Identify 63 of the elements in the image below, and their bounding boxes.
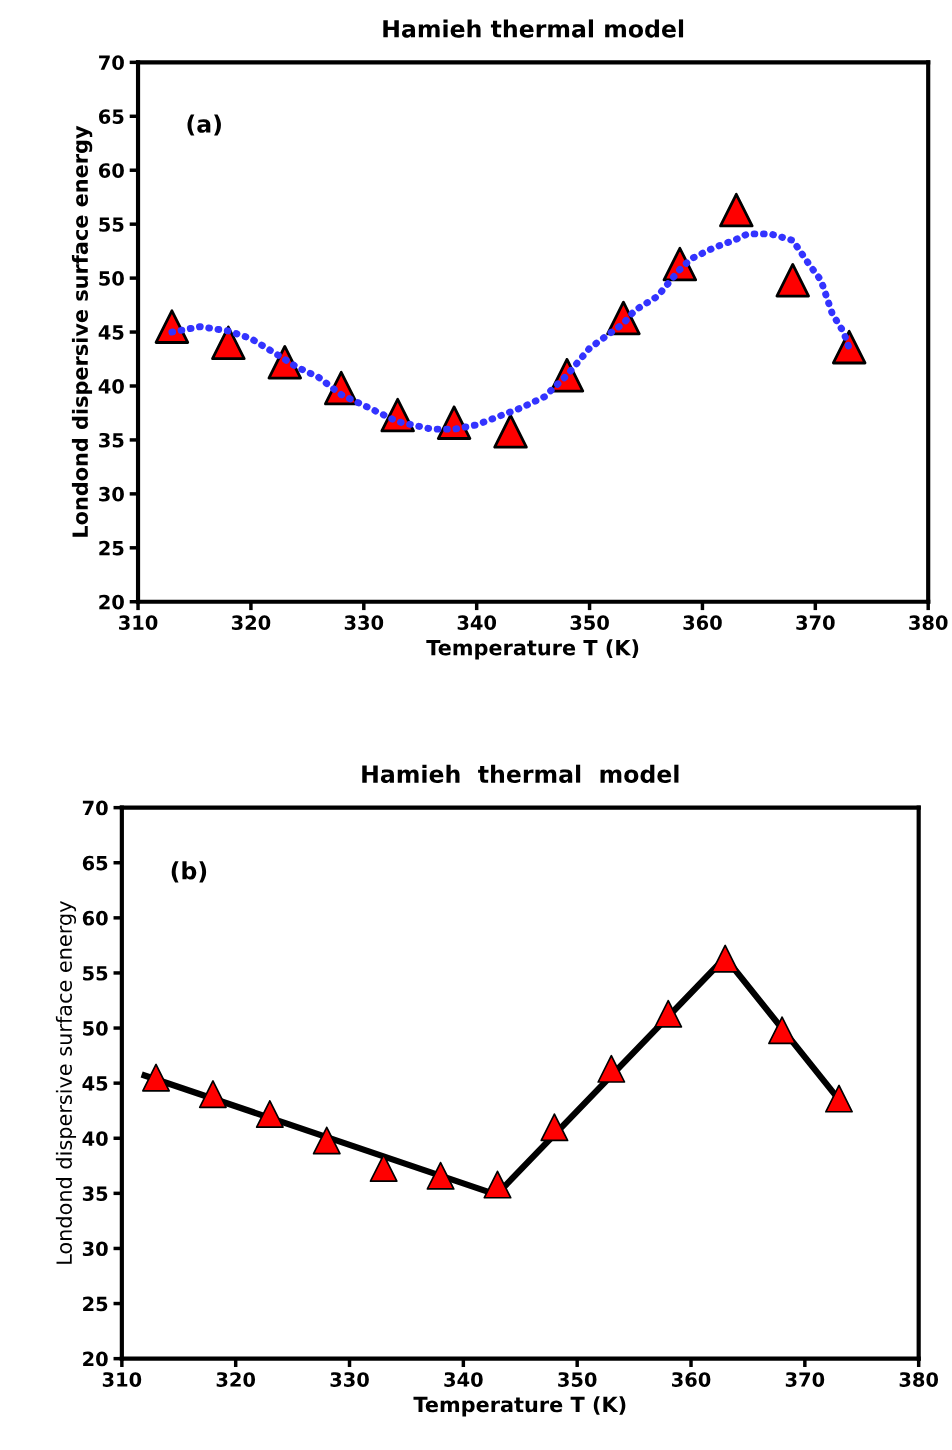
x-tick-label: 350 [558,1372,597,1387]
point [719,192,754,228]
point [711,944,740,973]
annotation: (a) [187,114,221,136]
x-tick-label: 380 [909,615,948,630]
x-tick-label: 370 [796,615,835,630]
y-tick-label: 55 [99,217,124,232]
point [369,1153,398,1183]
y-tick-label: 45 [82,1076,108,1091]
point [597,1054,626,1083]
point [654,999,683,1028]
chart-title: Hamieh thermal model [383,19,684,38]
x-tick-label: 360 [672,1372,711,1387]
point [426,1161,455,1190]
y-tick-label: 35 [82,1186,108,1202]
x-tick-label: 330 [330,1372,369,1387]
x-tick-label: 320 [231,615,271,630]
chart-title: Hamieh thermal model [362,764,679,783]
y-tick-label: 70 [82,800,108,816]
point [540,1113,569,1142]
x-tick-label: 380 [899,1372,939,1387]
x-tick-label: 310 [119,615,158,630]
x-axis-title: Temperature T (K) [426,639,639,660]
x-axis-title: Temperature T (K) [413,1396,626,1417]
annotation: (b) [171,861,207,883]
y-tick-label: 35 [99,432,124,448]
point [141,1063,171,1092]
y-tick-label: 40 [82,1131,108,1146]
x-tick-label: 350 [570,615,609,630]
y-tick-label: 65 [82,855,108,871]
point [198,1080,227,1109]
y-tick-label: 20 [83,1351,108,1367]
y-tick-label: 40 [98,378,124,394]
x-tick-label: 360 [683,615,722,630]
point [824,1084,854,1113]
y-tick-label: 60 [98,163,124,178]
y-tick-label: 50 [99,271,124,286]
y-tick-label: 25 [99,540,124,556]
point [312,1126,341,1155]
y-tick-label: 55 [83,966,108,981]
x-tick-label: 320 [216,1372,256,1387]
y-axis-title: Londond dispersive surface energy [71,125,93,537]
point [255,1099,284,1129]
y-axis-title: Londond dispersive surface energy [55,901,77,1264]
x-tick-label: 340 [457,615,497,630]
x-tick-label: 370 [785,1372,825,1387]
y-tick-label: 30 [99,486,124,502]
point [211,325,246,361]
point [483,1170,512,1199]
y-tick-label: 30 [82,1241,108,1257]
y-tick-label: 50 [83,1021,108,1036]
x-tick-label: 340 [444,1372,483,1387]
y-tick-label: 60 [82,910,108,926]
point [768,1016,797,1045]
x-tick-label: 330 [344,615,384,630]
y-tick-label: 20 [99,594,124,610]
y-tick-label: 65 [98,109,124,124]
y-tick-label: 25 [83,1296,108,1312]
y-tick-label: 70 [99,55,124,71]
x-tick-label: 310 [102,1372,142,1387]
y-tick-label: 45 [98,325,124,340]
point [775,263,810,298]
point [493,414,528,449]
